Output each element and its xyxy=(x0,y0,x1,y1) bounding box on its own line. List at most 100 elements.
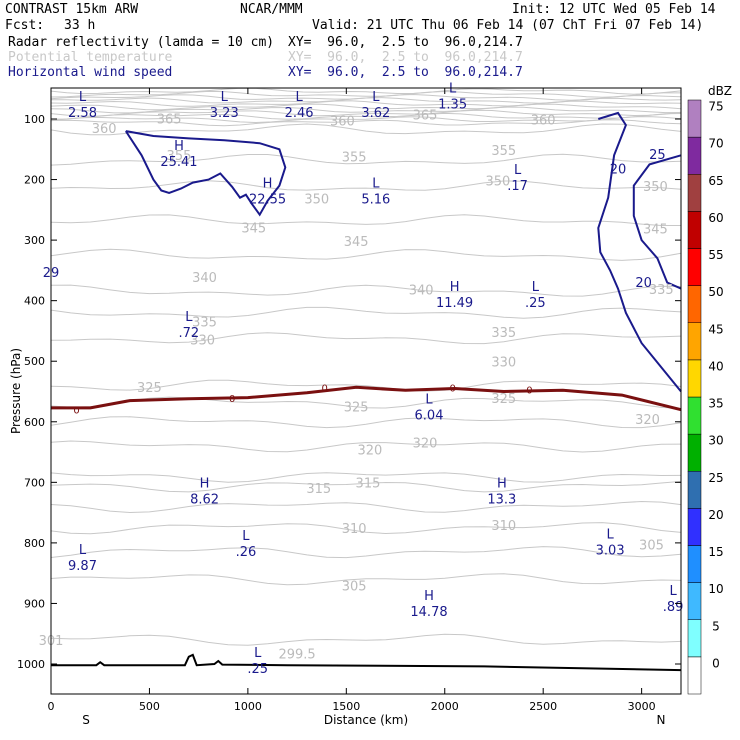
colorbar-segment xyxy=(687,619,702,658)
theta-contour-345 xyxy=(50,214,681,226)
theta-label: 355 xyxy=(491,144,516,159)
colorbar-segment xyxy=(687,471,702,509)
theta-label: 305 xyxy=(342,580,367,595)
field-theta-xy: XY= 96.0, 2.5 to 96.0,214.7 xyxy=(288,50,523,65)
field-radar-xy: XY= 96.0, 2.5 to 96.0,214.7 xyxy=(288,35,523,50)
theta-label: 325 xyxy=(491,392,516,407)
wind-label: 0 xyxy=(73,405,79,416)
fcst-value: 33 h xyxy=(64,18,96,33)
theta-contour-330 xyxy=(50,332,682,345)
theta-contour-315 xyxy=(50,472,682,483)
theta-label: 310 xyxy=(491,519,516,534)
theta-label: 305 xyxy=(639,538,664,553)
colorbar-segment xyxy=(687,508,702,546)
extrema-value: .89 xyxy=(663,600,684,615)
org-label: NCAR/MMM xyxy=(240,2,303,17)
y-tick-label: 1000 xyxy=(17,658,45,671)
colorbar-segment xyxy=(687,99,702,138)
colorbar-label: 75 xyxy=(708,100,723,114)
theta-contour-300 xyxy=(50,633,682,646)
colorbar-segment xyxy=(687,359,702,398)
plot-frame xyxy=(50,87,682,695)
extrema-marker: L xyxy=(79,90,87,105)
theta-label: 315 xyxy=(306,482,331,497)
freezing-level-line xyxy=(51,385,682,412)
colorbar-segment xyxy=(687,656,702,695)
extrema-marker: L xyxy=(425,392,433,407)
theta-contour-315 xyxy=(50,480,682,493)
colorbar-label: 70 xyxy=(708,137,723,151)
theta-label: 340 xyxy=(192,271,217,286)
colorbar-label: 0 xyxy=(712,656,720,670)
colorbar: 0 5 10 15 20 25 30 35 40 45 50 55 60 65 70 75 xyxy=(687,99,724,695)
colorbar-label: 25 xyxy=(708,471,723,485)
colorbar-segment xyxy=(687,211,702,249)
extrema-value: 8.62 xyxy=(190,492,219,507)
theta-label: 345 xyxy=(241,222,266,237)
x-tick-label: 2500 xyxy=(529,700,557,713)
extrema-marker: H xyxy=(497,476,507,491)
upper-theta-line xyxy=(50,106,682,114)
y-tick-label: 300 xyxy=(24,234,45,247)
upper-theta-line xyxy=(50,112,682,120)
theta-contour-310 xyxy=(50,500,682,514)
x-tick-label: 2000 xyxy=(431,700,459,713)
extrema-marker: H xyxy=(424,589,434,604)
theta-contour-325 xyxy=(50,396,682,409)
y-tick-label: 600 xyxy=(24,416,45,429)
upper-theta-line xyxy=(50,90,682,98)
extrema-value: .72 xyxy=(178,326,199,341)
wind-isotach-20-east xyxy=(597,111,682,393)
freezing-level xyxy=(51,385,682,412)
theta-label: 330 xyxy=(491,356,516,371)
theta-contour-320 xyxy=(50,440,682,453)
theta-contour-345 xyxy=(50,123,682,136)
theta-contour-355 xyxy=(50,153,682,166)
colorbar-label: 20 xyxy=(708,508,723,522)
y-tick-label: 900 xyxy=(24,597,45,610)
theta-label: 345 xyxy=(344,235,369,250)
extrema-labels: L2.58L3.23L2.46L3.62L1.35H25.41H22.55L5.… xyxy=(68,82,683,677)
colorbar-unit: dBZ xyxy=(708,84,732,98)
upper-theta-line xyxy=(50,109,682,117)
upper-theta-line xyxy=(50,97,682,104)
wind-contours xyxy=(124,111,682,393)
x-tick-label: 0 xyxy=(48,700,55,713)
upper-theta-line xyxy=(50,103,682,111)
wind-label: 0 xyxy=(526,385,532,396)
y-tick-label: 100 xyxy=(24,113,45,126)
theta-contour-305 xyxy=(50,546,682,559)
theta-label: 320 xyxy=(413,437,438,452)
theta-label: 350 xyxy=(643,180,668,195)
fcst-label: Fcst: xyxy=(5,18,45,33)
y-tick-label: 500 xyxy=(24,355,45,368)
extrema-value: 3.62 xyxy=(361,106,390,121)
upper-theta-line xyxy=(50,116,682,124)
theta-label: 360 xyxy=(92,122,117,137)
extrema-marker: L xyxy=(607,527,615,542)
extrema-value: 5.16 xyxy=(361,193,390,208)
theta-contour-305 xyxy=(50,573,682,586)
wind-label: 0 xyxy=(321,383,327,394)
extrema-marker: H xyxy=(200,476,210,491)
colorbar-segment xyxy=(687,285,702,323)
x-axis-label: Distance (km) xyxy=(324,713,408,727)
y-tick-label: 200 xyxy=(24,174,45,187)
theta-label: 355 xyxy=(342,150,367,165)
colorbar-label: 10 xyxy=(708,582,723,596)
colorbar-label: 5 xyxy=(712,619,720,633)
theta-contour-340 xyxy=(50,284,682,297)
theta-contour-320 xyxy=(50,416,682,429)
wind-label: 20 xyxy=(635,276,652,291)
theta-label: 299.5 xyxy=(278,647,315,662)
x-tick-label: 3000 xyxy=(628,700,656,713)
extrema-value: .25 xyxy=(247,662,268,677)
terrain xyxy=(51,653,682,672)
theta-label: 310 xyxy=(342,522,367,537)
extrema-value: 9.87 xyxy=(68,559,97,574)
colorbar-label: 35 xyxy=(708,397,723,411)
colorbar-label: 40 xyxy=(708,359,723,373)
theta-label: 360 xyxy=(531,113,556,128)
